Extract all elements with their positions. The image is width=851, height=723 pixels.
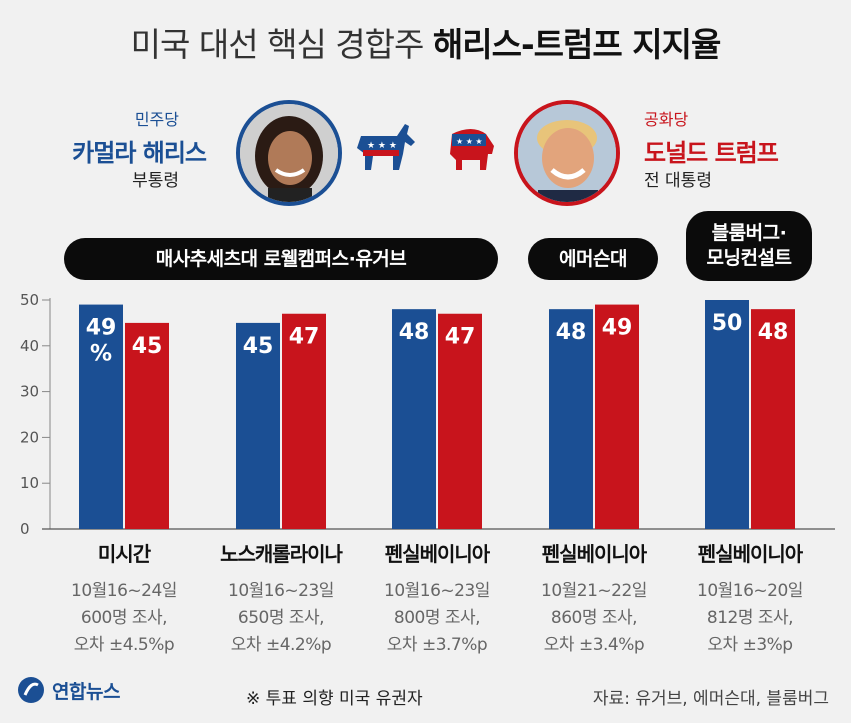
logo-text: 연합뉴스: [52, 680, 120, 703]
poll-note: 600명 조사,: [81, 608, 167, 628]
harris-value-label: 50: [712, 311, 743, 336]
state-label: 노스캐롤라이나: [220, 542, 343, 566]
poll-note: 650명 조사,: [238, 608, 324, 628]
pollster-label: 매사추세츠대 로웰캠퍼스·유거브: [155, 247, 407, 270]
pollster-pill-emerson: 에머슨대: [528, 238, 658, 280]
y-tick-label: 30: [20, 383, 39, 401]
harris-portrait: [236, 100, 342, 206]
poll-note: 오차 ±3.7%p: [387, 635, 487, 655]
poll-note: 오차 ±4.2%p: [231, 635, 331, 655]
harris-bar: [392, 309, 436, 529]
harris-value-label: 48: [399, 320, 430, 345]
harris-bar: [705, 300, 749, 529]
trump-bar: [438, 313, 482, 529]
yonhap-logo-icon: [18, 677, 44, 703]
poll-note: 오차 ±3%p: [707, 635, 792, 655]
trump-bar: [595, 304, 639, 529]
poll-note: 800명 조사,: [394, 608, 480, 628]
pollster-label-line1: 블룸버그·: [711, 222, 787, 245]
poll-note: 10월16~23일: [228, 581, 334, 601]
y-tick-label: 50: [20, 291, 39, 309]
trump-bar: [751, 309, 795, 529]
y-tick-label: 40: [20, 337, 39, 355]
dem-candidate-name: 카멀라 해리스: [72, 139, 207, 167]
trump-value-label: 45: [132, 334, 163, 359]
trump-value-label: 47: [445, 325, 476, 350]
dem-candidate-role: 부통령: [132, 171, 179, 191]
donkey-icon: ★ ★ ★: [355, 120, 417, 176]
pollster-pill-umass-yougov: 매사추세츠대 로웰캠퍼스·유거브: [64, 238, 498, 280]
harris-value-label: 48: [556, 320, 587, 345]
harris-value-label: %: [90, 342, 112, 367]
poll-note: 10월21~22일: [541, 581, 647, 601]
poll-note: 860명 조사,: [551, 608, 637, 628]
trump-portrait: [514, 100, 620, 206]
pollster-label: 에머슨대: [559, 247, 627, 270]
harris-value-label: 45: [243, 334, 274, 359]
pollster-label-line2: 모닝컨설트: [706, 247, 792, 269]
trump-bar: [282, 313, 326, 529]
harris-value-label: 49: [86, 316, 117, 341]
rep-candidate-name: 도널드 트럼프: [644, 139, 779, 167]
yonhap-logo: 연합뉴스: [16, 675, 120, 705]
harris-bar: [549, 309, 593, 529]
poll-note: 10월16~23일: [384, 581, 490, 601]
source-note: 자료: 유거브, 에머슨대, 블룸버그: [592, 689, 829, 709]
rep-candidate-role: 전 대통령: [644, 171, 712, 191]
state-label: 미시간: [98, 542, 152, 566]
harris-bar: [79, 304, 123, 529]
poll-note: 오차 ±4.5%p: [74, 635, 174, 655]
elephant-icon: ★ ★ ★: [444, 124, 498, 178]
trump-value-label: 48: [758, 320, 789, 345]
svg-text:★ ★ ★: ★ ★ ★: [367, 141, 397, 151]
trump-bar: [125, 322, 169, 529]
chart-title: 미국 대선 핵심 경합주 해리스-트럼프 지지율: [0, 18, 851, 66]
trump-value-label: 49: [602, 316, 633, 341]
harris-bar: [236, 322, 280, 529]
rep-party-label: 공화당: [644, 110, 689, 129]
poll-note: 10월16~20일: [697, 581, 803, 601]
y-tick-label: 0: [20, 520, 30, 538]
state-label: 펜실베이니아: [542, 542, 648, 566]
footer-note: ※ 투표 의향 미국 유권자: [246, 689, 423, 709]
svg-text:★ ★ ★: ★ ★ ★: [456, 137, 483, 146]
poll-note: 812명 조사,: [707, 608, 793, 628]
trump-value-label: 47: [289, 325, 320, 350]
y-tick-label: 10: [20, 474, 39, 492]
title-light: 미국 대선 핵심 경합주: [130, 25, 425, 64]
dem-party-label: 민주당: [134, 110, 179, 129]
poll-note: 오차 ±3.4%p: [544, 635, 644, 655]
state-label: 펜실베이니아: [698, 542, 804, 566]
title-bold: 해리스-트럼프 지지율: [432, 25, 721, 64]
poll-note: 10월16~24일: [71, 581, 177, 601]
y-tick-label: 20: [20, 428, 39, 446]
state-label: 펜실베이니아: [385, 542, 491, 566]
pollster-pill-bloomberg: 블룸버그· 모닝컨설트: [686, 211, 812, 281]
